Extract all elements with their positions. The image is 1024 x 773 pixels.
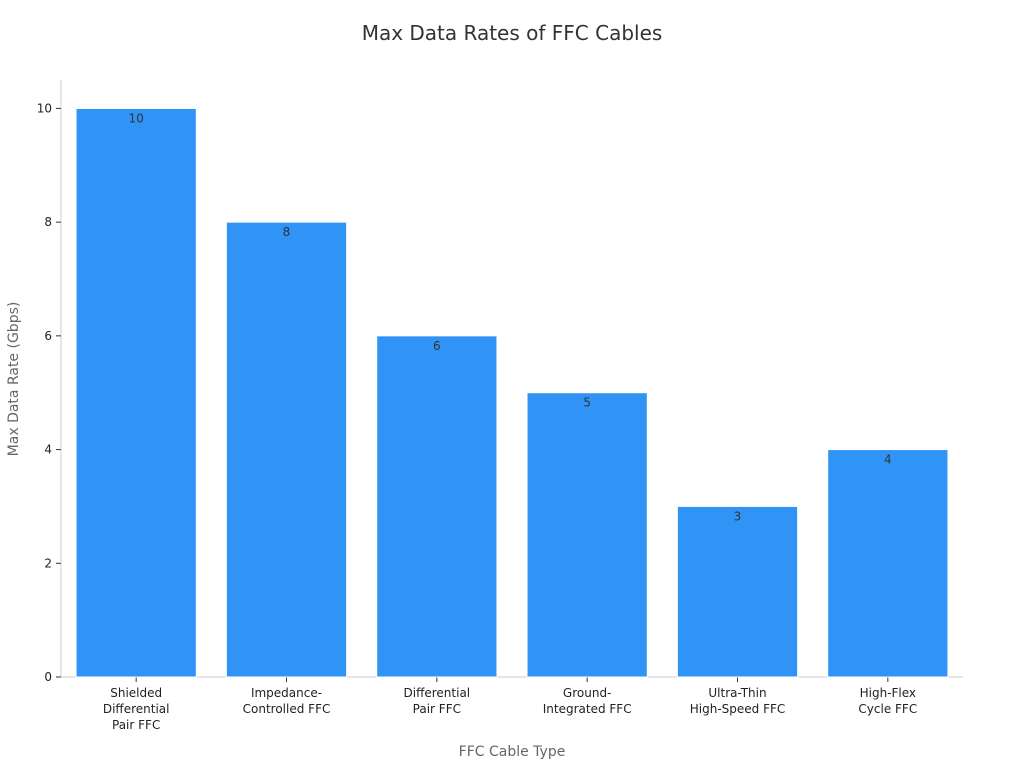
x-tick-label-line: Ultra-Thin [708,686,766,700]
bar [376,335,498,678]
y-tick-label: 8 [44,215,52,229]
x-tick-label-line: Pair FFC [413,702,461,716]
x-tick-label-line: Integrated FFC [543,702,632,716]
data-label: 4 [884,453,892,467]
x-tick-label-line: Ground- [563,686,611,700]
x-tick-label-line: Differential [103,702,170,716]
x-tick-label: Shielded Differential Pair FFC [103,686,170,732]
bar [526,392,648,678]
x-axis-title: FFC Cable Type [459,744,566,760]
data-label: 10 [129,111,144,125]
data-label: 6 [433,339,441,353]
x-tick-label: Ground- Integrated FFC [543,686,632,716]
x-tick-label-line: Pair FFC [112,718,160,732]
bar [676,505,799,678]
bar [827,449,949,678]
axes: 0 2 4 6 8 10 [37,80,963,684]
x-tick-label-line: Impedance- [251,686,322,700]
x-tick-label: Impedance- Controlled FFC [243,686,331,716]
bar [225,221,348,678]
bar [75,107,197,678]
x-tick-label: Differential Pair FFC [404,686,471,716]
y-tick-label: 4 [44,443,52,457]
data-label: 3 [734,509,742,523]
y-tick-label: 10 [37,101,52,115]
chart-title: Max Data Rates of FFC Cables [362,21,663,45]
y-axis-title: Max Data Rate (Gbps) [6,302,22,457]
y-tick-label: 2 [44,556,52,570]
x-tick-label-line: High-Speed FFC [690,702,786,716]
y-tick-label: 0 [44,670,52,684]
bars [75,107,949,678]
x-tick-label-line: Controlled FFC [243,702,331,716]
x-tick-label: Ultra-Thin High-Speed FFC [690,686,786,716]
x-tick-label-line: Differential [404,686,471,700]
x-tick-label: High-Flex Cycle FFC [858,686,917,716]
y-tick-label: 6 [44,329,52,343]
x-tick-label-line: Shielded [110,686,162,700]
labels: 10 Shielded Differential Pair FFC 8 Impedance… [103,111,917,732]
data-label: 5 [583,396,591,410]
data-label: 8 [283,225,291,239]
x-tick-label-line: High-Flex [860,686,916,700]
x-tick-label-line: Cycle FFC [858,702,917,716]
